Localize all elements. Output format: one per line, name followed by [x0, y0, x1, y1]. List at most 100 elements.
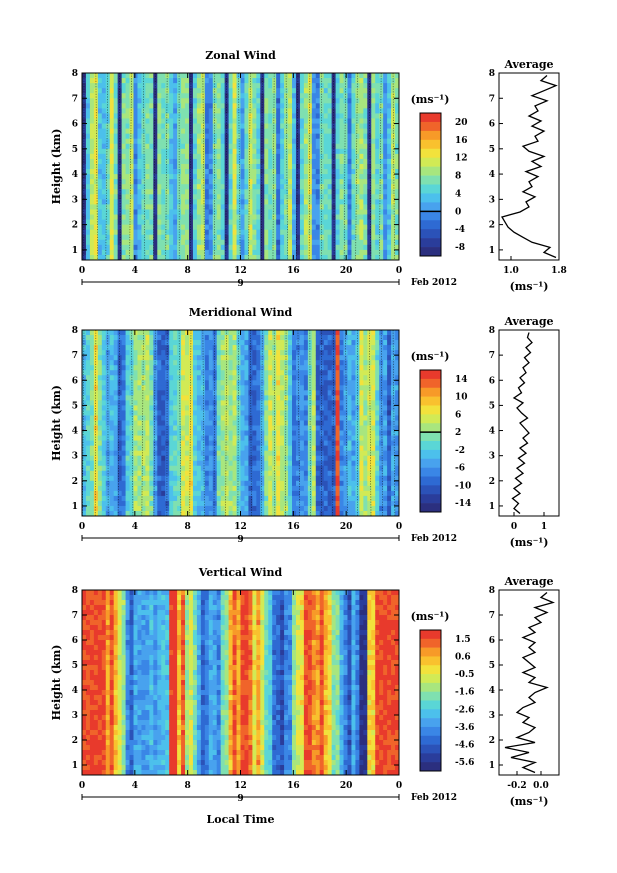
heatmap-cell: [256, 385, 261, 391]
heatmap-cell: [236, 410, 241, 416]
heatmap-cell: [97, 214, 103, 220]
heatmap-cell: [343, 174, 348, 180]
heatmap-cell: [315, 163, 321, 170]
heatmap-cell: [272, 475, 277, 482]
heatmap-cell: [97, 425, 103, 431]
heatmap-cell: [192, 485, 198, 492]
heatmap-cell: [268, 450, 273, 457]
heatmap-cell: [343, 128, 348, 135]
heatmap-cell: [177, 174, 182, 180]
heatmap-cell: [224, 108, 230, 114]
heatmap-cell: [204, 360, 210, 366]
heatmap-cell: [185, 430, 190, 436]
heatmap-cell: [224, 495, 230, 502]
heatmap-cell: [169, 500, 174, 507]
heatmap-cell: [204, 128, 210, 135]
heatmap-cell: [177, 118, 182, 124]
heatmap-cell: [256, 98, 261, 104]
heatmap-cell: [272, 83, 277, 89]
heatmap-cell: [292, 128, 297, 135]
heatmap-cell: [188, 88, 194, 94]
heatmap-cell: [161, 133, 166, 140]
heatmap-cell: [101, 214, 107, 220]
heatmap-cell: [260, 239, 265, 246]
heatmap-cell: [173, 465, 178, 472]
heatmap-cell: [181, 350, 186, 356]
heatmap-cell: [188, 495, 194, 502]
heatmap-cell: [196, 138, 202, 145]
heatmap-cell: [192, 244, 198, 251]
heatmap-cell: [161, 400, 166, 406]
heatmap-cell: [299, 244, 305, 251]
heatmap-cell: [173, 148, 178, 155]
heatmap-cell: [244, 163, 249, 170]
heatmap-cell: [236, 350, 241, 356]
heatmap-cell: [181, 505, 186, 512]
heatmap-cell: [315, 138, 321, 145]
heatmap-cell: [101, 128, 107, 135]
heatmap-cell: [137, 179, 142, 185]
heatmap-cell: [101, 239, 107, 246]
heatmap-cell: [212, 420, 218, 426]
heatmap-cell: [109, 390, 115, 396]
heatmap-cell: [137, 194, 142, 200]
heatmap-cell: [299, 249, 305, 256]
heatmap-cell: [371, 239, 376, 246]
heatmap-cell: [200, 179, 206, 185]
heatmap-cell: [248, 204, 253, 210]
heatmap-cell: [161, 219, 166, 226]
heatmap-cell: [153, 239, 158, 246]
heatmap-cell: [232, 219, 237, 226]
heatmap-cell: [391, 229, 396, 236]
heatmap-cell: [101, 420, 107, 426]
heatmap-cell: [276, 430, 281, 436]
heatmap-cell: [315, 204, 321, 210]
heatmap-cell: [391, 163, 396, 170]
heatmap-cell: [165, 158, 170, 165]
heatmap-cell: [149, 98, 154, 104]
heatmap-cell: [97, 490, 103, 497]
heatmap-cell: [276, 405, 281, 411]
heatmap-cell: [256, 128, 261, 135]
heatmap-cell: [347, 128, 352, 135]
heatmap-cell: [303, 73, 309, 79]
heatmap-cell: [177, 435, 182, 441]
heatmap-cell: [256, 370, 261, 376]
heatmap-cell: [97, 365, 103, 371]
heatmap-cell: [200, 510, 206, 517]
heatmap-cell: [133, 239, 138, 246]
heatmap-cell: [157, 224, 162, 231]
heatmap-cell: [236, 390, 241, 396]
heatmap-cell: [240, 83, 245, 89]
heatmap-cell: [335, 148, 340, 155]
heatmap-cell: [185, 209, 190, 215]
heatmap-cell: [149, 174, 154, 180]
heatmap-cell: [149, 229, 154, 236]
heatmap-cell: [89, 93, 95, 99]
heatmap-cell: [280, 435, 285, 441]
heatmap-cell: [256, 410, 261, 416]
heatmap-cell: [101, 440, 107, 447]
heatmap-cell: [347, 98, 352, 104]
heatmap-cell: [256, 415, 261, 421]
heatmap-cell: [161, 234, 166, 241]
heatmap-cell: [121, 103, 126, 109]
heatmap-cell: [85, 209, 91, 215]
heatmap-cell: [335, 179, 340, 185]
heatmap-cell: [157, 189, 162, 195]
heatmap-cell: [272, 108, 277, 114]
heatmap-cell: [248, 360, 253, 366]
heatmap-cell: [220, 450, 226, 457]
heatmap-cell: [133, 73, 138, 79]
heatmap-cell: [133, 405, 138, 411]
heatmap-cell: [196, 214, 202, 220]
heatmap-cell: [248, 340, 253, 346]
heatmap-cell: [228, 415, 233, 421]
heatmap-cell: [367, 113, 372, 119]
heatmap-cell: [359, 184, 364, 190]
heatmap-cell: [383, 98, 388, 104]
heatmap-cell: [236, 360, 241, 366]
heatmap-cell: [157, 410, 162, 416]
heatmap-cell: [173, 138, 178, 145]
heatmap-cell: [129, 410, 134, 416]
